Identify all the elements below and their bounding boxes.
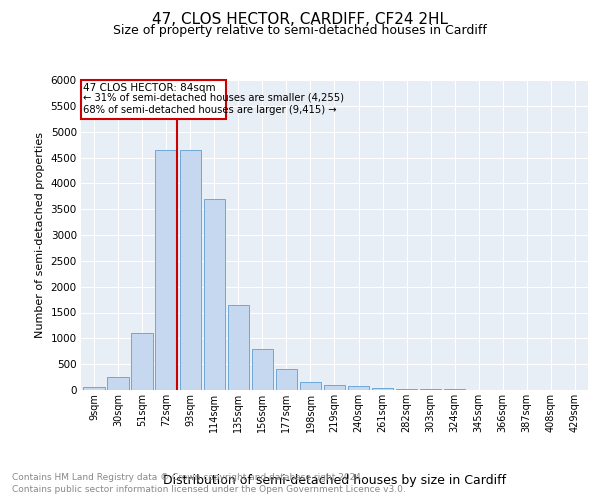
Text: Contains HM Land Registry data © Crown copyright and database right 2024.: Contains HM Land Registry data © Crown c… — [12, 472, 364, 482]
Text: Size of property relative to semi-detached houses in Cardiff: Size of property relative to semi-detach… — [113, 24, 487, 37]
Bar — [396, 389, 418, 390]
Bar — [251, 348, 273, 390]
Y-axis label: Number of semi-detached properties: Number of semi-detached properties — [35, 132, 45, 338]
Bar — [203, 199, 225, 390]
Bar — [107, 377, 129, 390]
FancyBboxPatch shape — [81, 80, 226, 118]
Bar — [323, 385, 346, 390]
Bar — [131, 333, 153, 390]
Bar — [348, 386, 370, 390]
Bar — [83, 388, 105, 390]
Bar — [155, 150, 177, 390]
Text: ← 31% of semi-detached houses are smaller (4,255): ← 31% of semi-detached houses are smalle… — [83, 93, 344, 103]
Bar — [275, 370, 297, 390]
Bar — [299, 382, 321, 390]
Bar — [372, 388, 394, 390]
Text: 68% of semi-detached houses are larger (9,415) →: 68% of semi-detached houses are larger (… — [83, 105, 337, 115]
Bar — [179, 150, 201, 390]
Bar — [227, 304, 249, 390]
Text: Contains public sector information licensed under the Open Government Licence v3: Contains public sector information licen… — [12, 485, 406, 494]
Text: 47, CLOS HECTOR, CARDIFF, CF24 2HL: 47, CLOS HECTOR, CARDIFF, CF24 2HL — [152, 12, 448, 28]
Bar — [420, 389, 442, 390]
X-axis label: Distribution of semi-detached houses by size in Cardiff: Distribution of semi-detached houses by … — [163, 474, 506, 487]
Text: 47 CLOS HECTOR: 84sqm: 47 CLOS HECTOR: 84sqm — [83, 83, 216, 93]
